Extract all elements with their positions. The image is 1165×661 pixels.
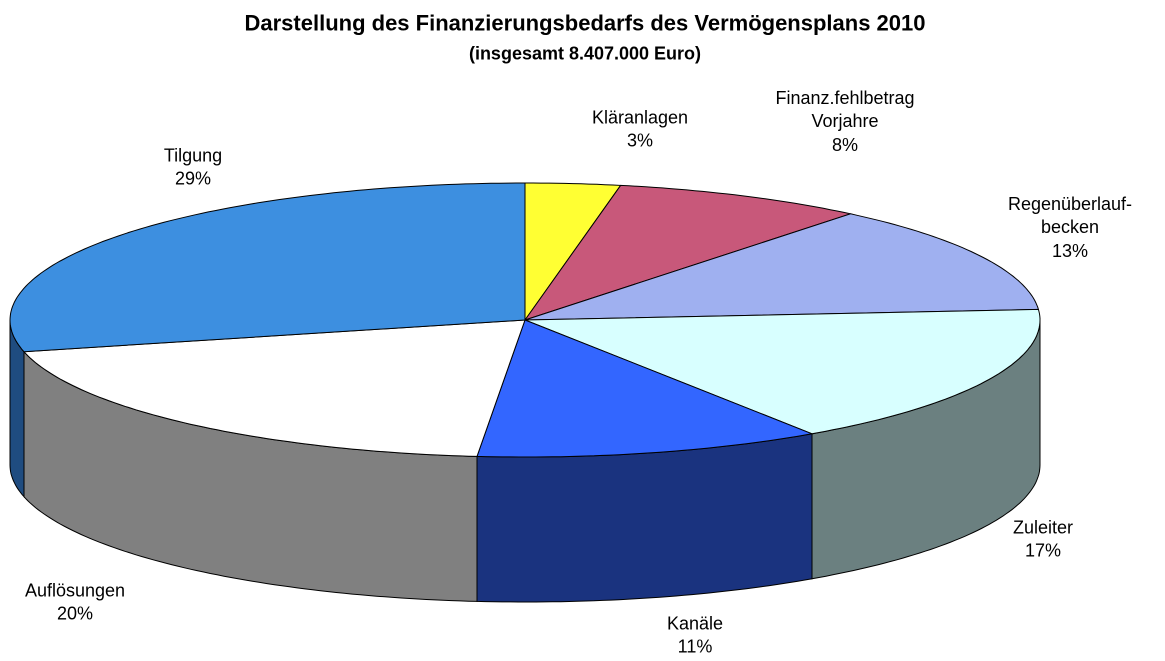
slice <box>22 319 526 457</box>
label-name: Regenüberlauf- becken <box>1007 193 1133 238</box>
slice <box>524 213 1040 321</box>
label-name: Auflösungen <box>24 580 126 601</box>
data-label: Finanz.fehlbetrag Vorjahre 8% <box>775 87 914 157</box>
slice <box>523 184 853 321</box>
label-value: 29% <box>174 169 212 189</box>
data-label: Auflösungen 20% <box>25 580 125 627</box>
slice-side <box>476 433 813 603</box>
slice <box>9 182 526 353</box>
label-name: Finanz.fehlbetrag Vorjahre <box>775 87 915 132</box>
label-value: 3% <box>626 131 654 151</box>
data-label: Zuleiter 17% <box>1013 517 1073 564</box>
data-label: Kläranlagen 3% <box>592 107 688 154</box>
label-name: Kläranlagen <box>591 107 689 128</box>
chart-subtitle: (insgesamt 8.407.000 Euro) <box>468 43 702 64</box>
label-name: Zuleiter <box>1012 517 1074 538</box>
data-label: Tilgung 29% <box>164 145 222 192</box>
label-value: 20% <box>56 604 94 624</box>
chart-title: Darstellung des Finanzierungsbedarfs des… <box>244 10 926 36</box>
slice <box>524 308 1041 435</box>
label-value: 11% <box>677 637 713 657</box>
label-value: 8% <box>831 134 858 155</box>
label-name: Tilgung <box>163 145 223 166</box>
label-name: Kanäle <box>666 613 724 634</box>
label-value: 13% <box>1051 240 1089 261</box>
data-label: Kanäle 11% <box>667 613 723 660</box>
slice <box>476 319 814 458</box>
data-label: Regenüberlauf- becken 13% <box>1008 193 1132 263</box>
label-value: 17% <box>1024 541 1062 561</box>
